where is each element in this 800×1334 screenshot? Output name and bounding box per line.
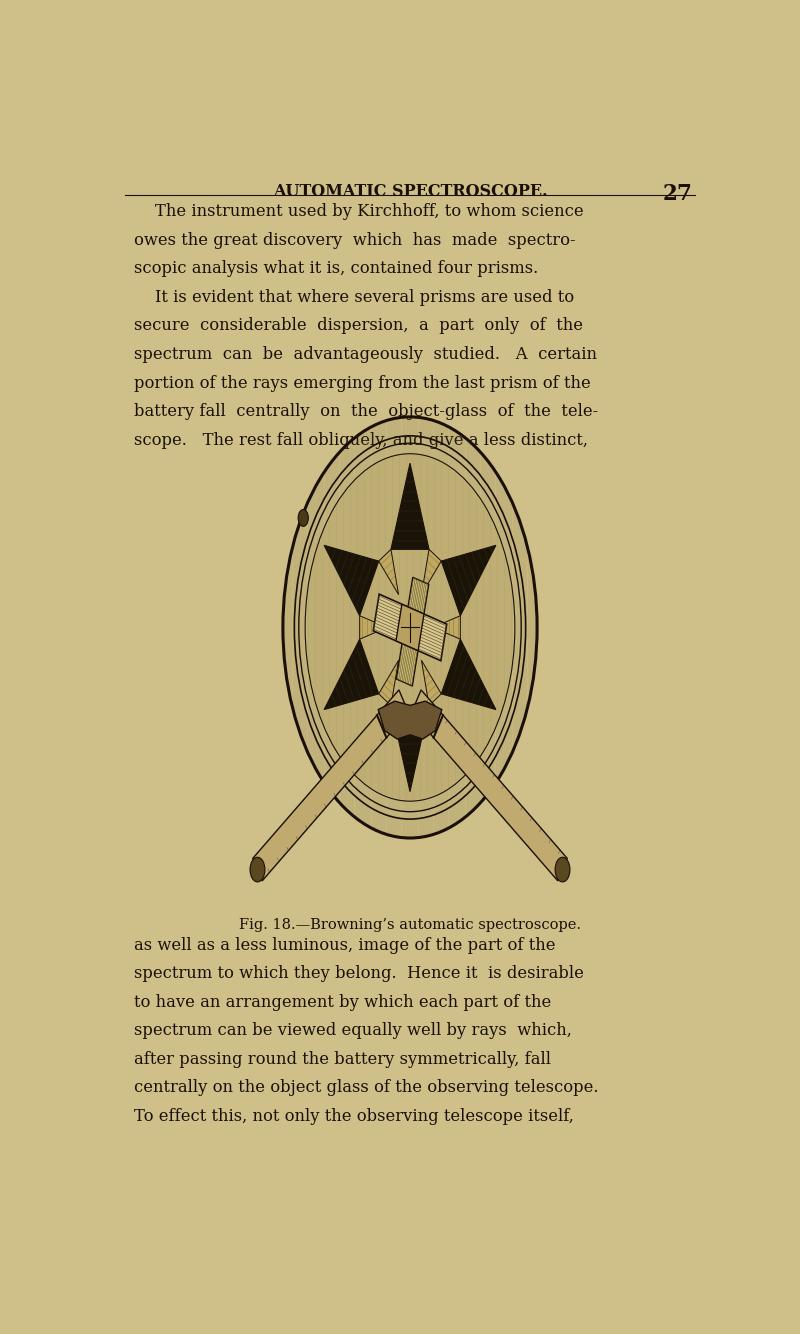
Polygon shape bbox=[378, 660, 398, 706]
Circle shape bbox=[298, 510, 308, 527]
Polygon shape bbox=[422, 660, 442, 706]
Polygon shape bbox=[378, 550, 398, 595]
Polygon shape bbox=[253, 690, 408, 880]
Circle shape bbox=[282, 416, 538, 839]
Text: AUTOMATIC SPECTROSCOPE.: AUTOMATIC SPECTROSCOPE. bbox=[273, 183, 547, 200]
Text: It is evident that where several prisms are used to: It is evident that where several prisms … bbox=[134, 289, 574, 305]
Text: portion of the rays emerging from the last prism of the: portion of the rays emerging from the la… bbox=[134, 375, 591, 392]
Text: The instrument used by Kirchhoff, to whom science: The instrument used by Kirchhoff, to who… bbox=[134, 203, 584, 220]
Polygon shape bbox=[360, 616, 387, 639]
Polygon shape bbox=[396, 578, 429, 686]
Text: to have an arrangement by which each part of the: to have an arrangement by which each par… bbox=[134, 994, 551, 1011]
Circle shape bbox=[555, 858, 570, 882]
Polygon shape bbox=[433, 616, 460, 639]
Polygon shape bbox=[374, 594, 446, 660]
Text: spectrum  can  be  advantageously  studied.   A  certain: spectrum can be advantageously studied. … bbox=[134, 346, 597, 363]
Polygon shape bbox=[324, 546, 378, 616]
Text: secure  considerable  dispersion,  a  part  only  of  the: secure considerable dispersion, a part o… bbox=[134, 317, 583, 335]
Polygon shape bbox=[442, 639, 496, 710]
Polygon shape bbox=[324, 639, 378, 710]
Text: To effect this, not only the observing telescope itself,: To effect this, not only the observing t… bbox=[134, 1107, 574, 1125]
Polygon shape bbox=[412, 690, 567, 880]
Text: as well as a less luminous, image of the part of the: as well as a less luminous, image of the… bbox=[134, 936, 555, 954]
Polygon shape bbox=[442, 546, 496, 616]
Text: 27: 27 bbox=[662, 183, 692, 204]
Polygon shape bbox=[391, 706, 429, 791]
Text: owes the great discovery  which  has  made  spectro-: owes the great discovery which has made … bbox=[134, 232, 576, 248]
Text: battery fall  centrally  on  the  object-glass  of  the  tele-: battery fall centrally on the object-gla… bbox=[134, 403, 598, 420]
Circle shape bbox=[306, 455, 514, 800]
Text: after passing round the battery symmetrically, fall: after passing round the battery symmetri… bbox=[134, 1051, 551, 1067]
Text: spectrum to which they belong.  Hence it  is desirable: spectrum to which they belong. Hence it … bbox=[134, 964, 584, 982]
Text: spectrum can be viewed equally well by rays  which,: spectrum can be viewed equally well by r… bbox=[134, 1022, 572, 1039]
Polygon shape bbox=[378, 702, 442, 739]
Polygon shape bbox=[391, 463, 429, 550]
Text: Fig. 18.—Browning’s automatic spectroscope.: Fig. 18.—Browning’s automatic spectrosco… bbox=[239, 918, 581, 932]
Circle shape bbox=[250, 858, 265, 882]
Text: scope.   The rest fall obliquely, and give a less distinct,: scope. The rest fall obliquely, and give… bbox=[134, 432, 588, 448]
Polygon shape bbox=[396, 604, 424, 651]
Text: centrally on the object glass of the observing telescope.: centrally on the object glass of the obs… bbox=[134, 1079, 598, 1097]
Polygon shape bbox=[422, 550, 442, 595]
Text: scopic analysis what it is, contained four prisms.: scopic analysis what it is, contained fo… bbox=[134, 260, 538, 277]
